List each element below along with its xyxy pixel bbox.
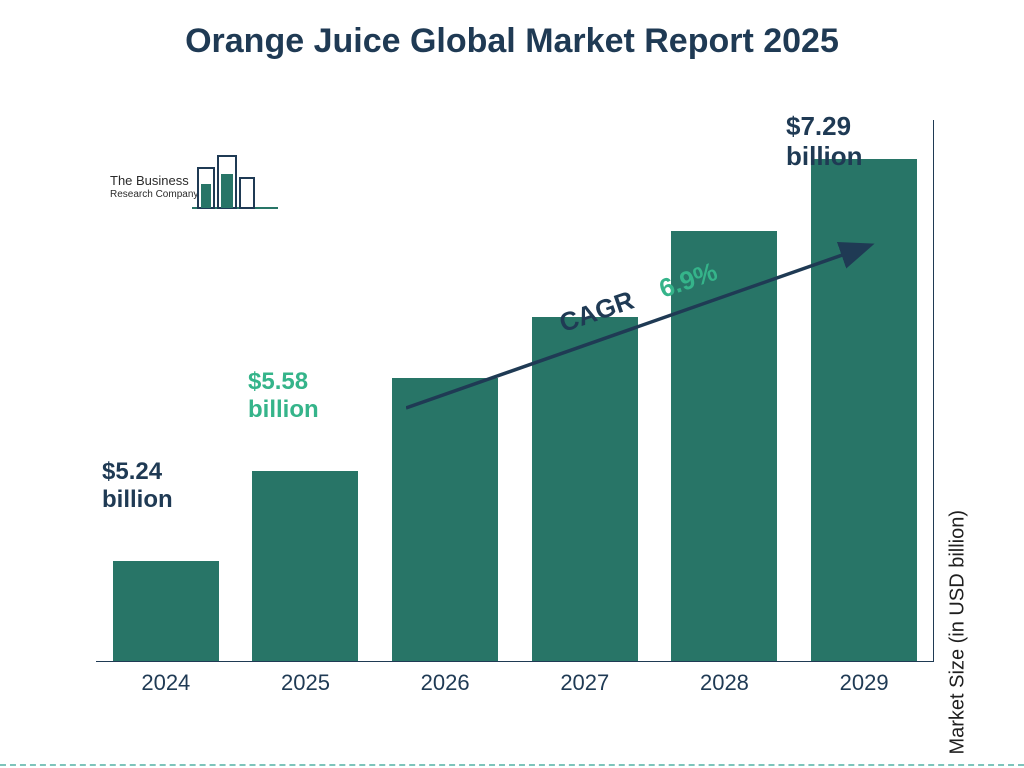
x-tick-label: 2029 (799, 670, 929, 696)
y-axis-label: Market Size (in USD billion) (947, 510, 970, 755)
x-tick-label: 2025 (240, 670, 370, 696)
page-root: Orange Juice Global Market Report 2025 T… (0, 0, 1024, 768)
value-label: $5.58billion (248, 368, 319, 423)
bar (392, 378, 498, 661)
bar-slot (101, 561, 231, 661)
x-labels: 2024 2025 2026 2027 2028 2029 (96, 670, 934, 696)
bar-slot (240, 471, 370, 661)
trend-arrow-icon (406, 240, 886, 420)
bar (252, 471, 358, 661)
x-tick-label: 2027 (520, 670, 650, 696)
value-label: $7.29 billion (786, 112, 934, 172)
x-axis (96, 661, 934, 662)
value-label: $5.24billion (102, 458, 173, 513)
bar-slot (380, 378, 510, 661)
cagr-annotation: CAGR 6.9% (406, 240, 886, 420)
x-tick-label: 2024 (101, 670, 231, 696)
x-tick-label: 2028 (659, 670, 789, 696)
x-tick-label: 2026 (380, 670, 510, 696)
chart-title: Orange Juice Global Market Report 2025 (0, 22, 1024, 61)
bar-chart: 202420252026202720282029 Market Size (in… (96, 130, 934, 690)
footer-dashed-line (0, 764, 1024, 766)
bar (113, 561, 219, 661)
